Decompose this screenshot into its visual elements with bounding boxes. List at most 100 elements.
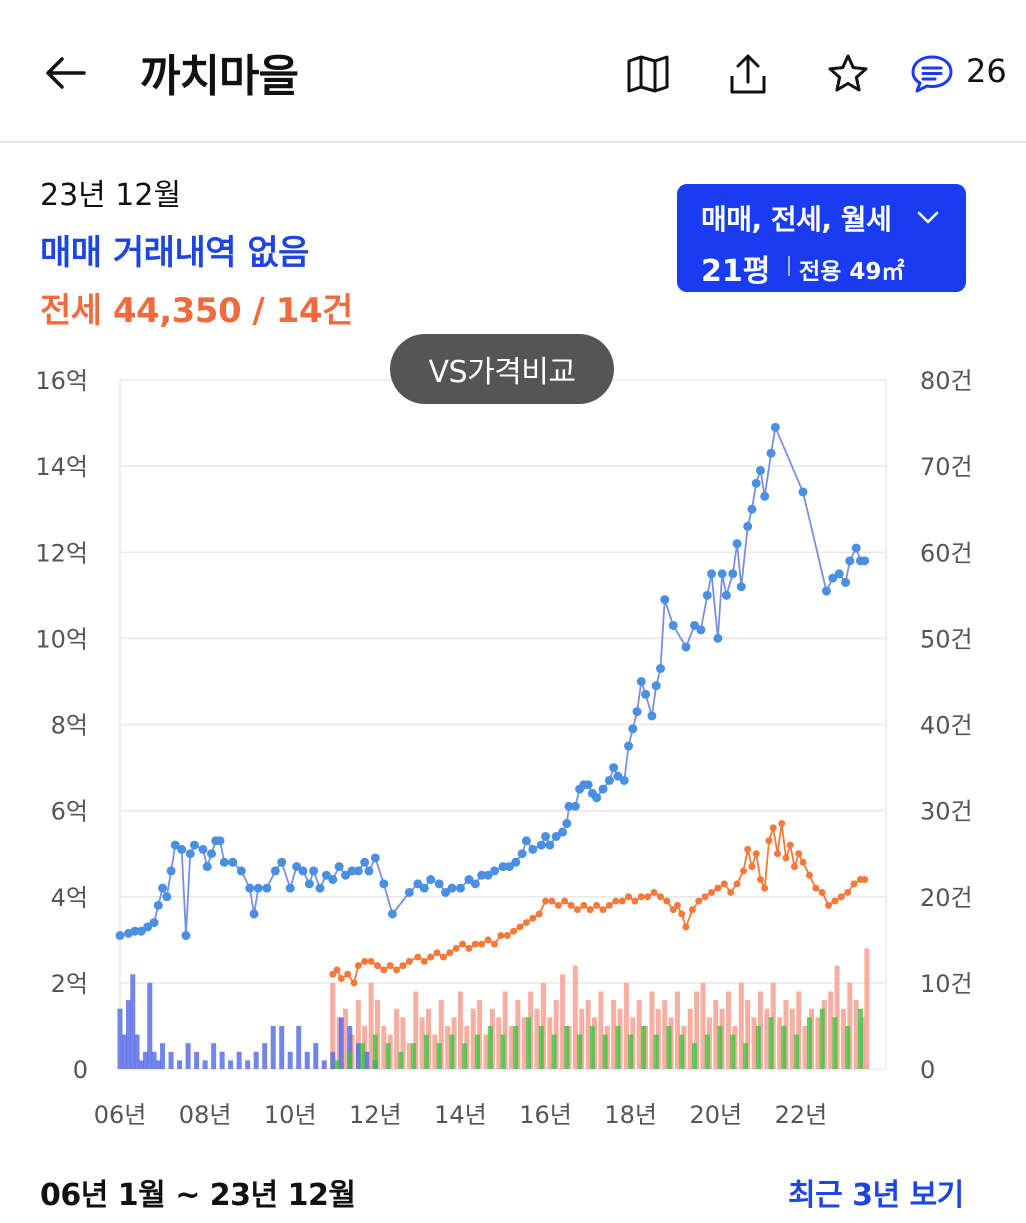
volume-bar-sale — [287, 1051, 293, 1069]
volume-bar-sale — [130, 974, 136, 1069]
volume-bar-jeonse — [662, 1000, 668, 1069]
jeonse-point — [471, 940, 479, 948]
x-tick-label: 14년 — [434, 1101, 487, 1129]
sale-point — [613, 771, 623, 781]
jeonse-point — [554, 901, 562, 909]
star-icon — [828, 54, 868, 92]
volume-bar-monthly — [500, 1034, 506, 1069]
volume-bar-sale — [330, 1051, 336, 1069]
volume-bar-jeonse — [649, 991, 655, 1069]
filter-dropdown[interactable]: 매매, 전세, 월세 21평 전용 49㎡ — [677, 184, 966, 292]
filter-types: 매매, 전세, 월세 — [701, 203, 892, 236]
jeonse-point — [522, 919, 530, 927]
volume-bar-jeonse — [483, 1034, 489, 1069]
x-tick-label: 18년 — [604, 1101, 657, 1129]
jeonse-point — [805, 871, 813, 879]
volume-bar-sale — [304, 1051, 310, 1069]
vs-compare-button[interactable]: VS가격비교 — [390, 334, 614, 404]
sale-point — [521, 836, 531, 846]
volume-bar-monthly — [462, 1043, 468, 1069]
volume-bar-sale — [364, 1051, 370, 1069]
jeonse-point — [782, 854, 790, 862]
y-left-tick-label: 10억 — [35, 625, 88, 653]
recent-3y-button[interactable]: 최근 3년 보기 — [788, 1178, 964, 1213]
jeonse-point — [405, 957, 413, 965]
volume-bar-monthly — [564, 1025, 570, 1069]
sale-point — [798, 487, 808, 497]
volume-bar-jeonse — [598, 991, 604, 1069]
sale-point — [162, 892, 172, 902]
page-title: 까치마을 — [140, 51, 299, 102]
volume-bar-sale — [177, 1060, 183, 1069]
sale-point — [441, 887, 451, 897]
sale-point — [624, 741, 634, 751]
sale-point — [489, 866, 499, 876]
jeonse-point — [637, 893, 645, 901]
volume-bar-sale — [151, 1051, 157, 1069]
jeonse-point — [720, 880, 728, 888]
volume-bar-monthly — [832, 1017, 838, 1069]
filter-area: 전용 49㎡ — [799, 259, 905, 285]
sale-point — [360, 857, 370, 867]
jeonse-point — [656, 893, 664, 901]
x-tick-label: 16년 — [519, 1101, 572, 1129]
sale-point — [130, 926, 140, 936]
sale-point — [136, 926, 146, 936]
volume-bar-monthly — [577, 1034, 583, 1069]
sale-point — [149, 918, 159, 928]
volume-bar-monthly — [538, 1025, 544, 1069]
jeonse-point — [761, 884, 769, 892]
jeonse-point — [599, 906, 607, 914]
volume-bar-monthly — [372, 1034, 378, 1069]
sale-point — [447, 883, 457, 893]
jeonse-point — [586, 906, 594, 914]
jeonse-point — [714, 884, 722, 892]
volume-bar-jeonse — [457, 991, 463, 1069]
sale-point — [370, 853, 380, 863]
comment-button[interactable] — [906, 48, 958, 100]
share-button[interactable] — [722, 48, 774, 100]
volume-bar-jeonse — [840, 1008, 846, 1069]
volume-bar-jeonse — [623, 982, 629, 1069]
favorite-button[interactable] — [822, 48, 874, 100]
sale-point — [202, 862, 212, 872]
jeonse-point — [344, 970, 352, 978]
sale-point — [215, 836, 225, 846]
y-left-axis: 0 2억 4억 6억 8억 10억 12억 14억 16억 — [35, 367, 88, 1084]
y-left-tick-label: 6억 — [51, 798, 88, 826]
sale-point — [690, 620, 699, 630]
volume-bar-monthly — [589, 1025, 595, 1069]
sale-point — [309, 866, 319, 876]
sale-point — [845, 556, 855, 566]
jeonse-point — [756, 876, 764, 884]
volume-bar-monthly — [628, 1034, 634, 1069]
jeonse-point — [744, 845, 752, 853]
map-button[interactable] — [622, 48, 674, 100]
date-range: 06년 1월 ~ 23년 12월 — [40, 1178, 356, 1213]
volume-bar-monthly — [436, 1043, 442, 1069]
sale-point — [181, 931, 191, 941]
jeonse-point — [465, 944, 473, 952]
sale-point — [583, 780, 593, 790]
jeonse-point — [567, 901, 575, 909]
sale-point — [347, 866, 357, 876]
sale-point — [528, 844, 538, 854]
sale-point — [379, 879, 389, 889]
jeonse-point — [773, 850, 781, 858]
jeonse-point — [593, 901, 601, 909]
sale-point — [170, 840, 180, 850]
jeonse-point — [478, 940, 486, 948]
sale-point — [236, 866, 246, 876]
volume-bar-jeonse — [432, 1034, 438, 1069]
jeonse-point — [733, 880, 741, 888]
back-button[interactable] — [40, 50, 100, 96]
volume-bar-monthly — [423, 1034, 429, 1069]
sale-point — [477, 870, 487, 880]
volume-bar-sale — [219, 1051, 225, 1069]
y-right-tick-label: 70건 — [920, 453, 973, 481]
volume-bar-monthly — [551, 1034, 557, 1069]
volume-bar-monthly — [743, 1043, 749, 1069]
jeonse-point — [367, 957, 375, 965]
sale-point — [143, 922, 153, 932]
jeonse-point — [682, 923, 690, 931]
